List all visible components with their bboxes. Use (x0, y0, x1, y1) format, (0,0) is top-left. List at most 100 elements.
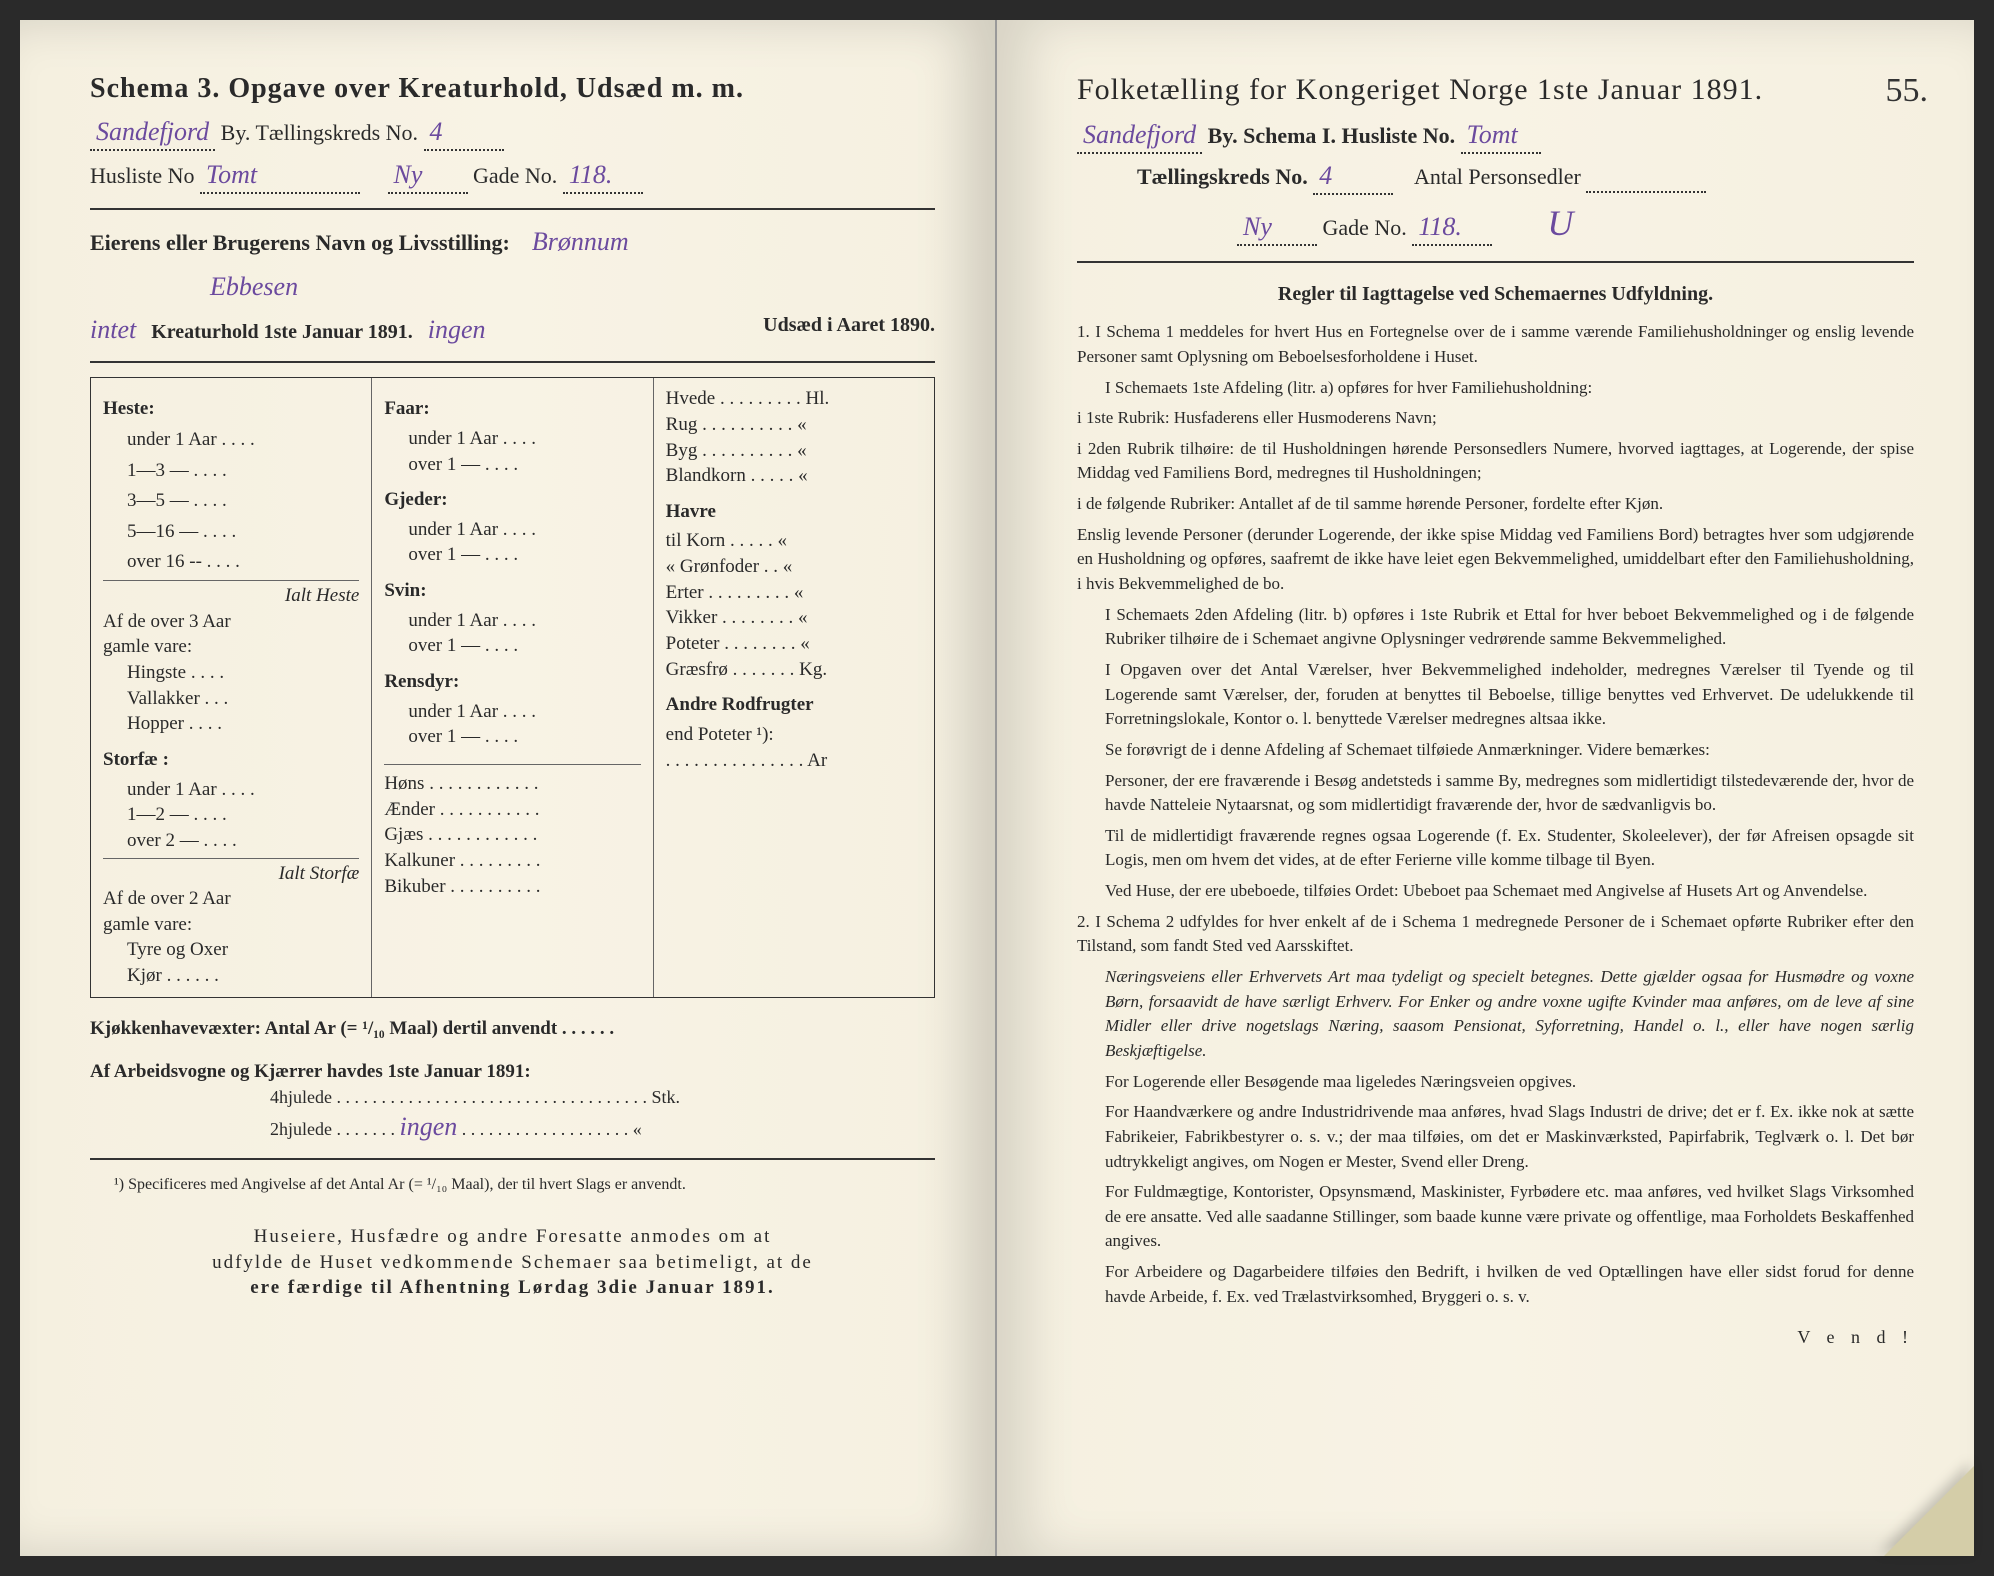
ialt-storfe: Ialt Storfæ (103, 858, 359, 887)
p3: i 1ste Rubrik: Husfaderens eller Husmode… (1077, 406, 1914, 431)
p6: Enslig levende Personer (derunder Logere… (1077, 523, 1914, 597)
p13: 2. I Schema 2 udfyldes for hver enkelt a… (1077, 910, 1914, 959)
owner-label: Eierens eller Brugerens Navn og Livsstil… (90, 230, 510, 255)
svin-r1: over 1 — . . . . (384, 633, 640, 659)
c3-6: « Grønfoder . . « (666, 554, 922, 580)
by-label: By. Tællingskreds No. (221, 120, 418, 145)
col-heste: Heste: under 1 Aar . . . . 1—3 — . . . .… (91, 378, 372, 996)
p17: For Fuldmægtige, Kontorister, Opsynsmænd… (1077, 1180, 1914, 1254)
sub2: gamle vare: (103, 634, 359, 660)
svin-h: Svin: (384, 578, 640, 604)
triple-columns: Heste: under 1 Aar . . . . 1—3 — . . . .… (90, 377, 935, 997)
kreatur-label: Kreaturhold 1ste Januar 1891. (151, 321, 413, 343)
r-gade-hand: Ny (1237, 209, 1317, 246)
p16: For Haandværkere og andre Industridriven… (1077, 1100, 1914, 1174)
gjeder-h: Gjeder: (384, 487, 640, 513)
p5: i de følgende Rubriker: Antallet af de t… (1077, 492, 1914, 517)
hopper: Hopper . . . . (103, 711, 359, 737)
c3-3: Blandkorn . . . . . « (666, 463, 922, 489)
p14: Næringsveiens eller Erhvervets Art maa t… (1077, 965, 1914, 1064)
p11: Til de midlertidigt fraværende regnes og… (1077, 824, 1914, 873)
p15: For Logerende eller Besøgende maa ligele… (1077, 1070, 1914, 1095)
thjul-row: 2hjulede . . . . . . . ingen . . . . . .… (90, 1109, 935, 1144)
c3-13: . . . . . . . . . . . . . . . Ar (666, 748, 922, 774)
r-by-label: By. Schema I. Husliste No. (1208, 123, 1456, 148)
sub3: Af de over 2 Aar (103, 886, 359, 912)
left-line-husliste: Husliste No Tomt Ny Gade No. 118. (90, 157, 935, 194)
book-spread: Schema 3. Opgave over Kreaturhold, Udsæd… (20, 20, 1974, 1556)
r-kreds-hand: 4 (1313, 158, 1393, 195)
p18: For Arbeidere og Dagarbeidere tilføies d… (1077, 1260, 1914, 1309)
closing: Huseiere, Husfædre og andre Foresatte an… (90, 1224, 935, 1301)
husliste-label: Husliste No (90, 163, 195, 188)
rensdyr-r0: under 1 Aar . . . . (384, 699, 640, 725)
arbeid-line: Af Arbeidsvogne og Kjærrer havdes 1ste J… (90, 1059, 935, 1085)
p10: Personer, der ere fraværende i Besøg and… (1077, 769, 1914, 818)
kjor: Kjør . . . . . . (103, 963, 359, 989)
right-title: Folketælling for Kongeriget Norge 1ste J… (1077, 70, 1914, 111)
c3-7: Erter . . . . . . . . . « (666, 580, 922, 606)
husliste-hand: Tomt (200, 157, 360, 194)
col-faar: Faar: under 1 Aar . . . . over 1 — . . .… (372, 378, 653, 996)
gjaes: Gjæs . . . . . . . . . . . . (384, 822, 640, 848)
left-schema-title: Schema 3. Opgave over Kreaturhold, Udsæd… (90, 70, 935, 108)
c3-9: Poteter . . . . . . . . « (666, 631, 922, 657)
kreds-no: 4 (424, 114, 504, 151)
kjokken-line: Kjøkkenhavevæxter: Antal Ar (= ¹/₁₀ Maal… (90, 1016, 935, 1042)
owner-row: Eierens eller Brugerens Navn og Livsstil… (90, 224, 935, 259)
c3-0: Hvede . . . . . . . . . Hl. (666, 386, 922, 412)
thjul-hand: ingen (399, 1112, 457, 1141)
r-antal: Antal Personsedler (1414, 164, 1581, 189)
ingen-hand: ingen (428, 315, 486, 344)
stor-r2: over 2 — . . . . (103, 828, 359, 854)
faar-r0: under 1 Aar . . . . (384, 426, 640, 452)
c3-12: end Poteter ¹): (666, 722, 922, 748)
owner-hand: Brønnum (532, 227, 629, 256)
intel-hand: intet (90, 315, 136, 344)
faar-h: Faar: (384, 396, 640, 422)
p1: 1. I Schema 1 meddeles for hvert Hus en … (1077, 320, 1914, 369)
rule-3 (90, 1158, 935, 1160)
gadeno-hand: 118. (563, 157, 643, 194)
footnote: ¹) Specificeres med Angivelse af det Ant… (90, 1174, 935, 1196)
p4: i 2den Rubrik tilhøire: de til Husholdni… (1077, 437, 1914, 486)
udsaed-label: Udsæd i Aaret 1890. (763, 312, 935, 347)
storfe-header: Storfæ : (103, 747, 359, 773)
c3-4: Havre (666, 499, 922, 525)
city-handwriting: Sandefjord (90, 114, 215, 151)
owner-hand2: Ebbesen (210, 272, 298, 301)
hons: Høns . . . . . . . . . . . . (384, 764, 640, 797)
page-number: 55. (1886, 68, 1929, 114)
right-line-gade: Ny Gade No. 118. U (1077, 199, 1914, 248)
c3-10: Græsfrø . . . . . . . Kg. (666, 657, 922, 683)
hingste: Hingste . . . . (103, 660, 359, 686)
left-page: Schema 3. Opgave over Kreaturhold, Udsæd… (20, 20, 997, 1556)
gade-label: Gade No. (473, 163, 557, 188)
gjeder-r1: over 1 — . . . . (384, 542, 640, 568)
c3-11: Andre Rodfrugter (666, 692, 922, 718)
kalkuner: Kalkuner . . . . . . . . . (384, 848, 640, 874)
fhjul: 4hjulede . . . . . . . . . . . . . . . .… (90, 1085, 935, 1109)
r-gade-label: Gade No. (1323, 215, 1407, 240)
owner-hand-line2: Ebbesen (90, 269, 935, 304)
r-rule (1077, 261, 1914, 263)
faar-r1: over 1 — . . . . (384, 452, 640, 478)
rule-2 (90, 361, 935, 363)
c3-8: Vikker . . . . . . . . « (666, 605, 922, 631)
rule-1 (90, 208, 935, 210)
svin-r0: under 1 Aar . . . . (384, 608, 640, 634)
aender: Ænder . . . . . . . . . . . (384, 797, 640, 823)
rensdyr-h: Rensdyr: (384, 669, 640, 695)
left-line-city: Sandefjord By. Tællingskreds No. 4 (90, 114, 935, 151)
vallakker: Vallakker . . . (103, 686, 359, 712)
r-city-hand: Sandefjord (1077, 117, 1202, 154)
vend: V e n d ! (1077, 1325, 1914, 1349)
right-line-city: Sandefjord By. Schema I. Husliste No. To… (1077, 117, 1914, 154)
p12: Ved Huse, der ere ubeboede, tilføies Ord… (1077, 879, 1914, 904)
heste-r2: 3—5 — . . . . (103, 488, 359, 514)
r-kreds-label: Tællingskreds No. (1137, 164, 1308, 189)
col-udsaed: Hvede . . . . . . . . . Hl. Rug . . . . … (654, 378, 934, 996)
ialt-heste: Ialt Heste (103, 580, 359, 609)
sub1: Af de over 3 Aar (103, 609, 359, 635)
right-page: 55. Folketælling for Kongeriget Norge 1s… (997, 20, 1974, 1556)
